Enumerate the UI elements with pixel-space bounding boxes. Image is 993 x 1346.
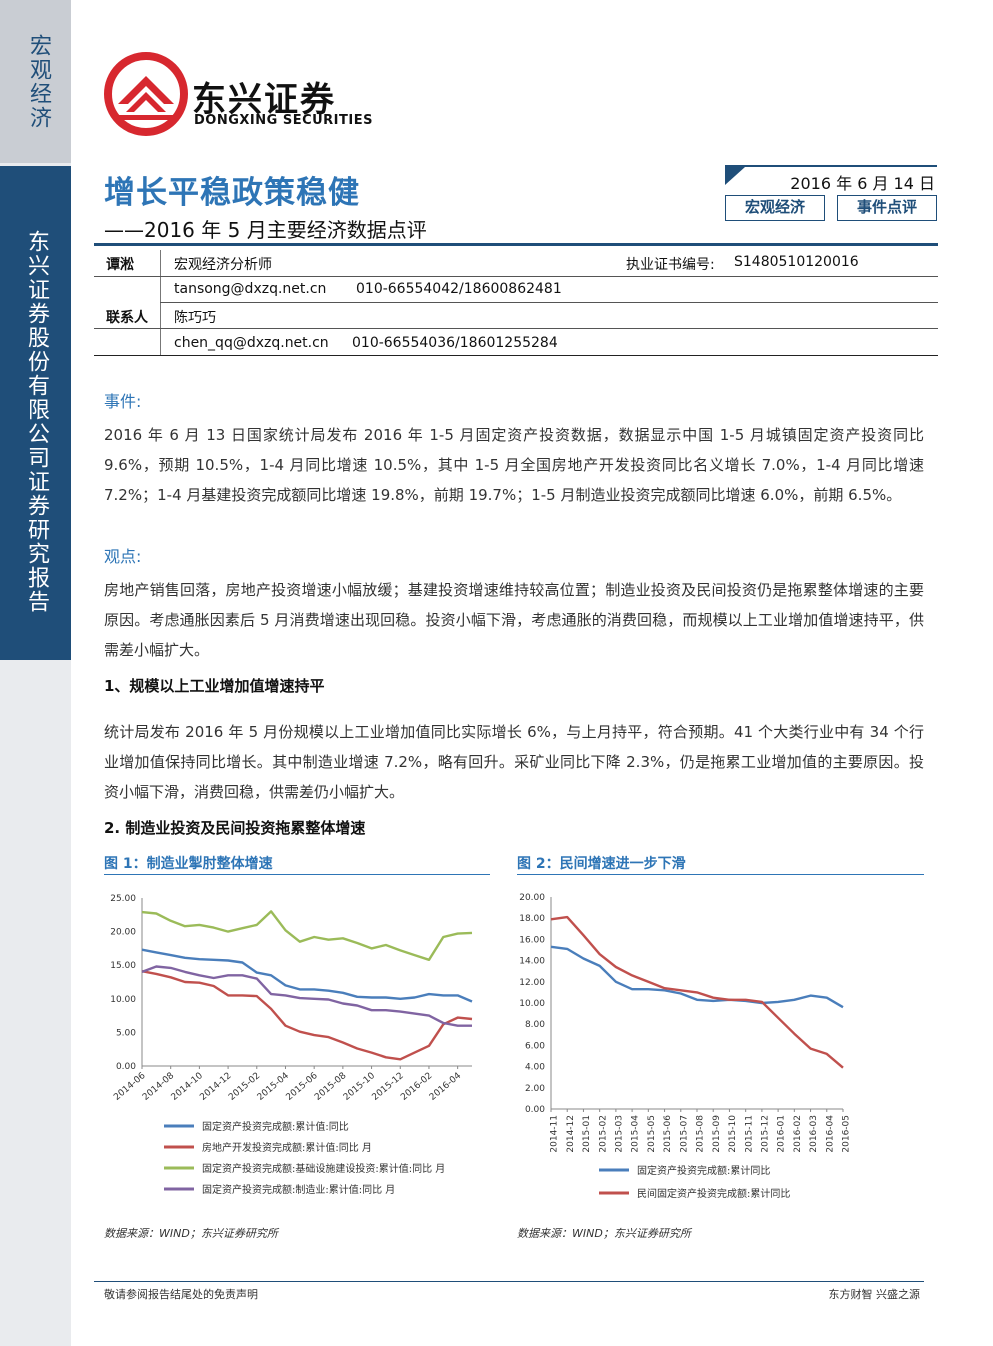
- date-box: 2016 年 6 月 14 日 宏观经济 事件点评: [725, 165, 937, 221]
- event-paragraph: 2016 年 6 月 13 日国家统计局发布 2016 年 1-5 月固定资产投…: [104, 426, 924, 504]
- corner-triangle-icon: [725, 167, 745, 185]
- tag-event-review: 事件点评: [837, 195, 937, 221]
- y-tick-label: 18.00: [519, 914, 545, 924]
- y-tick-label: 12.00: [519, 978, 545, 988]
- chart-fig1: 0.005.0010.0015.0020.0025.002014-062014-…: [110, 894, 473, 1196]
- x-tick-label: 2016-04: [428, 1071, 463, 1103]
- contact-label: 联系人: [106, 310, 148, 326]
- analyst-role: 宏观经济分析师: [174, 257, 272, 273]
- x-tick-label: 2016-05: [842, 1115, 852, 1153]
- sidebar-category: 宏观经济: [0, 0, 71, 163]
- legend-label: 固定资产投资完成额:基础设施建设投资:累计值:同比 月: [202, 1162, 445, 1175]
- event-heading: 事件:: [104, 392, 142, 411]
- series-line: [141, 970, 473, 1061]
- figure2-title: 图 2：民间增速进一步下滑: [517, 856, 686, 872]
- contact-email: chen_qq@dxzq.net.cn: [174, 335, 329, 351]
- legend-label: 固定资产投资完成额:累计同比: [637, 1164, 770, 1177]
- brand-name-cn: 东兴证券: [192, 80, 336, 120]
- section1-heading: 1、规模以上工业增加值增速持平: [104, 677, 325, 695]
- y-tick-label: 20.00: [110, 928, 136, 938]
- figure1-title: 图 1：制造业掣肘整体增速: [104, 856, 273, 872]
- y-tick-label: 14.00: [519, 957, 545, 967]
- analyst-email: tansong@dxzq.net.cn: [174, 281, 327, 297]
- section2-heading: 2. 制造业投资及民间投资拖累整体增速: [104, 819, 366, 837]
- y-tick-label: 10.00: [519, 999, 545, 1009]
- y-tick-label: 8.00: [525, 1020, 545, 1030]
- x-tick-label: 2016-03: [809, 1115, 819, 1153]
- legend-label: 民间固定资产投资完成额:累计同比: [637, 1187, 790, 1200]
- company-logo: [104, 52, 188, 136]
- contact-name: 陈巧巧: [174, 310, 216, 326]
- x-tick-label: 2015-01: [582, 1115, 592, 1153]
- legend-label: 固定资产投资完成额:制造业:累计值:同比 月: [202, 1183, 395, 1196]
- x-tick-label: 2016-04: [825, 1115, 835, 1153]
- x-tick-label: 2014-11: [550, 1115, 560, 1153]
- x-tick-label: 2015-10: [728, 1115, 738, 1153]
- y-tick-label: 25.00: [110, 894, 136, 904]
- figure2-source: 数据来源：WIND；东兴证券研究所: [517, 1227, 691, 1240]
- figure1-source: 数据来源：WIND；东兴证券研究所: [104, 1227, 278, 1240]
- x-tick-label: 2015-09: [712, 1115, 722, 1153]
- y-tick-label: 2.00: [525, 1084, 545, 1094]
- contact-table: 谭淞 宏观经济分析师 执业证书编号: S1480510120016 tanson…: [94, 250, 938, 356]
- table-divider: [94, 355, 938, 356]
- figure1-rule: [104, 874, 490, 875]
- footer-rule: [94, 1281, 924, 1282]
- x-tick-label: 2015-02: [598, 1115, 608, 1153]
- legend-label: 固定资产投资完成额:累计值:同比: [202, 1120, 349, 1133]
- y-tick-label: 16.00: [519, 935, 545, 945]
- view-heading: 观点:: [104, 547, 142, 566]
- x-tick-label: 2015-06: [663, 1115, 673, 1153]
- x-tick-label: 2016-01: [777, 1115, 787, 1153]
- table-vline: [160, 250, 161, 356]
- chart-fig2: 0.00 2.00 4.00 6.00 8.00 10.00 12.00 14.00 16.00…: [519, 893, 852, 1200]
- footer-disclaimer: 敬请参阅报告结尾处的免责声明: [104, 1288, 258, 1301]
- sidebar-company-label: 东兴证券股份有限公司证券研究报告: [24, 230, 49, 614]
- license-label: 执业证书编号:: [626, 257, 715, 273]
- y-tick-label: 15.00: [110, 961, 136, 971]
- footer-slogan: 东方财智 兴盛之源: [828, 1288, 921, 1301]
- table-divider: [94, 276, 938, 277]
- analyst-name: 谭淞: [106, 257, 134, 273]
- x-tick-label: 2015-08: [696, 1115, 706, 1153]
- y-tick-label: 5.00: [116, 1028, 136, 1038]
- analyst-phone: 010-66554042/18600862481: [356, 281, 562, 297]
- y-tick-label: 6.00: [525, 1041, 545, 1051]
- view-paragraph: 房地产销售回落，房地产投资增速小幅放缓；基建投资增速维持较高位置；制造业投资及民…: [104, 581, 924, 659]
- license-number: S1480510120016: [734, 254, 859, 270]
- x-tick-label: 2015-04: [631, 1115, 641, 1153]
- series-line: [141, 965, 472, 1027]
- table-divider: [160, 302, 938, 303]
- sidebar-category-label: 宏观经济: [26, 34, 51, 130]
- report-subtitle: ——2016 年 5 月主要经济数据点评: [104, 218, 427, 242]
- contact-phone: 010-66554036/18601255284: [352, 335, 558, 351]
- y-tick-label: 10.00: [110, 995, 136, 1005]
- x-tick-label: 2016-02: [793, 1115, 803, 1153]
- title-divider: [94, 243, 938, 246]
- legend-label: 房地产开发投资完成额:累计值:同比 月: [202, 1141, 372, 1154]
- series-line: [141, 948, 473, 1003]
- series-line: [550, 915, 844, 1069]
- tag-macro: 宏观经济: [725, 195, 825, 221]
- x-tick-label: 2015-07: [679, 1115, 689, 1153]
- report-date: 2016 年 6 月 14 日: [790, 174, 935, 193]
- y-tick-label: 0.00: [525, 1105, 545, 1115]
- x-tick-label: 2014-12: [566, 1115, 576, 1153]
- series-line: [550, 945, 844, 1009]
- table-divider: [94, 328, 938, 329]
- y-tick-label: 4.00: [525, 1063, 545, 1073]
- section1-paragraph: 统计局发布 2016 年 5 月份规模以上工业增加值同比实际增长 6%，与上月持…: [104, 723, 924, 801]
- y-tick-label: 20.00: [519, 893, 545, 903]
- sidebar-company: 东兴证券股份有限公司证券研究报告: [0, 166, 71, 660]
- series-line: [141, 910, 473, 961]
- report-title: 增长平稳政策稳健: [104, 175, 360, 211]
- figure2-rule: [517, 874, 924, 875]
- x-tick-label: 2015-05: [647, 1115, 657, 1153]
- x-tick-label: 2015-11: [744, 1115, 754, 1153]
- x-tick-label: 2015-12: [760, 1115, 770, 1153]
- x-tick-label: 2015-03: [614, 1115, 624, 1153]
- brand-name-en: DONGXING SECURITIES: [194, 113, 373, 128]
- y-tick-label: 0.00: [116, 1062, 136, 1072]
